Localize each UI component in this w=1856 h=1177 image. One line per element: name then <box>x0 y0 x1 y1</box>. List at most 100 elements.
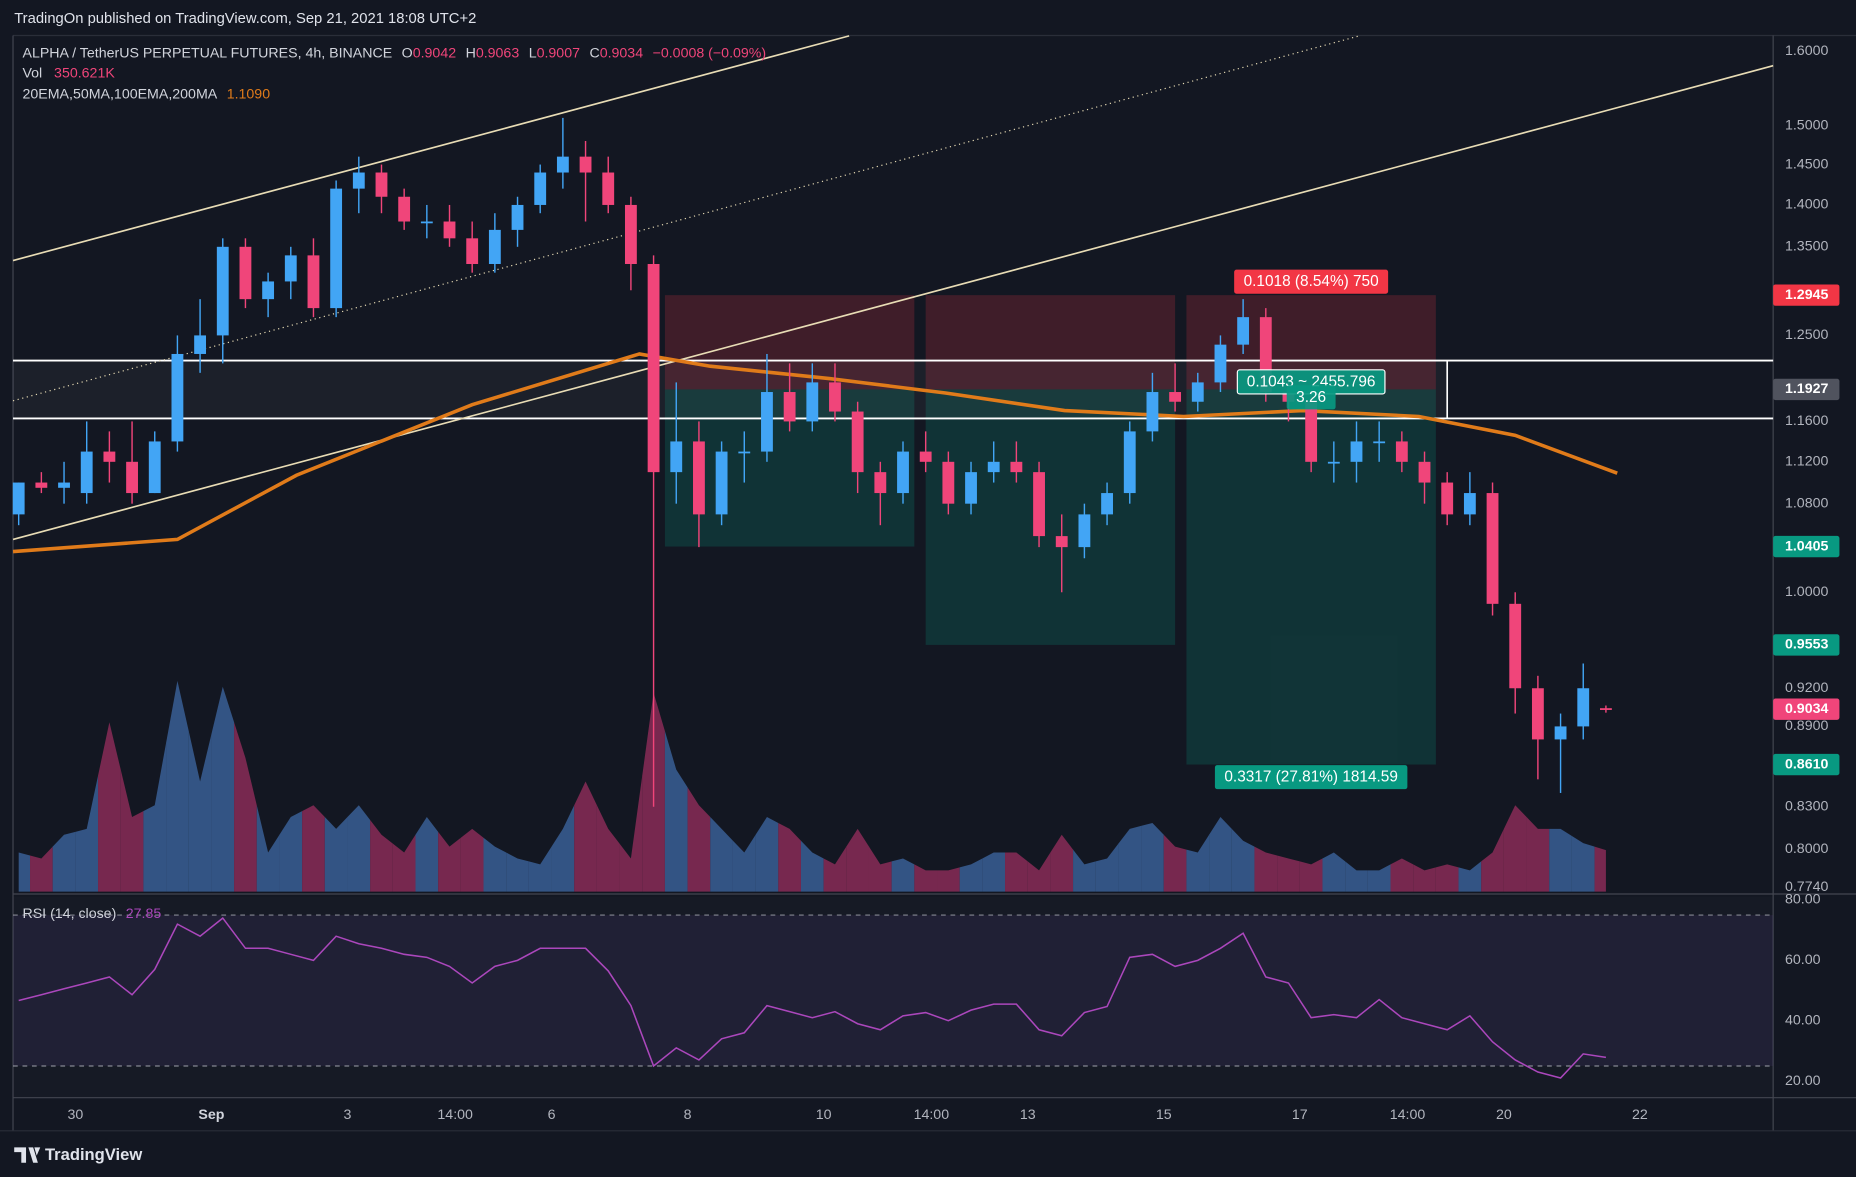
legend-part: 27.85 <box>126 906 162 922</box>
volume-area <box>415 817 439 892</box>
volume-area <box>619 775 643 892</box>
volume-area <box>1458 861 1482 892</box>
candle-body <box>126 461 138 494</box>
volume-area <box>574 781 597 892</box>
candle-body <box>1123 431 1136 494</box>
volume-area <box>1005 852 1028 892</box>
volume-area <box>1163 834 1187 892</box>
symbol-legend: ALPHA / TetherUS PERPETUAL FUTURES, 4h, … <box>22 45 766 61</box>
x-tick-label: 14:00 <box>914 1107 950 1123</box>
candle-body <box>1327 461 1340 464</box>
price-badge <box>1773 698 1840 720</box>
x-tick-label: 22 <box>1632 1107 1648 1123</box>
x-tick-label: 13 <box>1020 1107 1036 1123</box>
candle-body <box>1509 603 1522 689</box>
position-label-bg <box>1286 385 1336 410</box>
y-tick-label: 1.5000 <box>1785 117 1828 133</box>
volume-area <box>370 819 393 892</box>
volume-area <box>1095 843 1119 892</box>
candle-body <box>738 451 751 454</box>
candle-body <box>1531 688 1544 740</box>
volume-area <box>143 743 167 892</box>
y-tick-label: 0.8900 <box>1785 718 1828 734</box>
candle-body <box>851 411 864 473</box>
candle-body <box>1418 461 1431 483</box>
x-tick-label: 30 <box>67 1107 83 1123</box>
candle-body <box>511 204 524 230</box>
volume-area <box>528 846 552 892</box>
candle-body <box>1191 382 1204 402</box>
candle-body <box>375 172 388 197</box>
candle-body <box>284 255 297 282</box>
volume-area <box>1435 864 1459 892</box>
volume-area <box>1186 834 1210 892</box>
volume-area <box>937 867 960 892</box>
x-tick-label: 15 <box>1156 1107 1172 1123</box>
candle-body <box>171 353 184 442</box>
volume-area <box>846 828 869 892</box>
candle-body <box>352 172 365 189</box>
candle-body <box>806 382 819 422</box>
volume-area <box>959 858 983 892</box>
legend-part: H <box>466 45 476 61</box>
volume-area <box>211 686 235 892</box>
volume-legend: Vol 350.621K <box>22 65 115 81</box>
brand-name: TradingView <box>45 1145 142 1164</box>
candle-body <box>398 196 411 222</box>
candle-body <box>1373 441 1386 444</box>
position-label: 0.3317 (27.81%) 1814.59 <box>1224 769 1398 786</box>
position-label-bg <box>1214 765 1408 790</box>
volume-area <box>1571 835 1595 892</box>
price-badge <box>1773 753 1840 776</box>
trendline <box>12 35 850 262</box>
price-badge-label: 0.9034 <box>1785 701 1828 717</box>
volume-area <box>1141 822 1164 892</box>
y-tick-label: 0.8000 <box>1785 841 1828 857</box>
volume-area <box>1345 861 1368 892</box>
candle-body <box>874 472 887 494</box>
x-tick-label: 3 <box>344 1107 352 1123</box>
y-tick-label: 1.6000 <box>1785 43 1828 59</box>
volume-area <box>30 846 53 892</box>
trendline <box>12 64 1774 541</box>
volume-area <box>256 805 280 892</box>
volume-area <box>1050 834 1074 892</box>
legend-part: 1.1090 <box>227 86 270 102</box>
candle-body <box>194 335 207 354</box>
volume-area <box>347 805 371 892</box>
volume-area <box>188 731 212 892</box>
y-tick-label: 1.0800 <box>1785 495 1828 511</box>
candle-body <box>1259 317 1272 393</box>
volume-area <box>1594 846 1606 892</box>
rsi-tick-label: 80.00 <box>1785 892 1821 908</box>
volume-area <box>1209 817 1232 892</box>
volume-area <box>755 817 779 892</box>
position-stop-zone <box>925 295 1176 390</box>
candle-body <box>624 204 637 264</box>
price-badge <box>1773 535 1840 558</box>
x-tick-label: 14:00 <box>437 1107 473 1123</box>
volume-area <box>596 805 620 892</box>
plot: 0.1018 (8.54%) 750 0.3317 (27.81%) 1814.5… <box>12 35 1840 1123</box>
candle-body <box>761 392 773 452</box>
volume-area <box>1231 828 1255 892</box>
candle-body <box>1237 317 1250 345</box>
candle-body <box>602 172 615 205</box>
candle-body <box>103 451 116 462</box>
volume-area <box>1503 805 1527 892</box>
x-tick-label: 14:00 <box>1390 1107 1426 1123</box>
y-tick-label: 1.1600 <box>1785 413 1828 429</box>
volume-area <box>483 837 507 892</box>
candle-body <box>1146 392 1159 432</box>
volume-area <box>891 858 915 892</box>
candle-body <box>443 221 456 239</box>
position-label-bg <box>1234 269 1389 294</box>
ma-legend: 20EMA,50MA,100EMA,200MA 1.1090 <box>22 86 270 102</box>
candle-body <box>556 156 569 173</box>
rsi-band-fill <box>13 915 1774 1066</box>
candle-body <box>420 221 433 224</box>
volume-area <box>324 817 348 892</box>
y-tick-label: 1.4500 <box>1785 156 1828 172</box>
volume-area <box>1027 852 1051 892</box>
volume-area <box>120 769 144 892</box>
